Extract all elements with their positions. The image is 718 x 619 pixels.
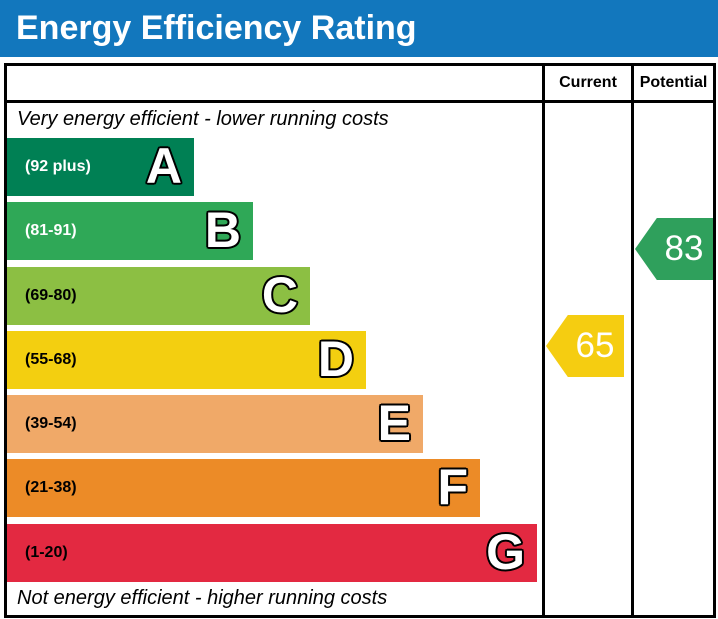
bottom-note: Not energy efficient - higher running co… [17, 587, 388, 609]
band-range-label: (1-20) [25, 544, 68, 561]
band-g: (1-20) G [7, 523, 537, 582]
band-range-label: (92 plus) [25, 158, 91, 175]
band-letter: D [317, 330, 356, 389]
column-header-current: Current [559, 74, 617, 91]
rating-table: Current Potential Very energy efficient … [4, 63, 716, 618]
current-rating-arrow: 65 [546, 315, 624, 377]
band-letter: E [376, 394, 412, 453]
band-a: (92 plus) A [7, 137, 194, 196]
band-range-label: (69-80) [25, 287, 77, 304]
band-letter: B [204, 201, 243, 260]
band-letter: G [485, 523, 526, 582]
band-range-label: (39-54) [25, 415, 77, 432]
column-header-potential: Potential [639, 74, 708, 91]
band-d: (55-68) D [7, 330, 366, 389]
current-rating-value: 65 [575, 326, 615, 365]
header-divider [7, 100, 713, 103]
band-range-label: (21-38) [25, 479, 77, 496]
page-title: Energy Efficiency Rating [16, 9, 417, 47]
band-letter: F [436, 458, 469, 517]
potential-rating-arrow: 83 [635, 218, 713, 280]
band-letter: C [261, 266, 300, 325]
band-e: (39-54) E [7, 394, 423, 453]
band-f: (21-38) F [7, 458, 480, 517]
potential-rating-value: 83 [664, 229, 704, 268]
column-divider [631, 66, 634, 615]
band-c: (69-80) C [7, 266, 310, 325]
title-bar: Energy Efficiency Rating [0, 0, 718, 57]
band-range-label: (55-68) [25, 351, 77, 368]
band-b: (81-91) B [7, 201, 253, 260]
band-letter: A [145, 137, 184, 196]
top-note: Very energy efficient - lower running co… [17, 108, 389, 130]
band-range-label: (81-91) [25, 222, 77, 239]
column-divider [542, 66, 545, 615]
